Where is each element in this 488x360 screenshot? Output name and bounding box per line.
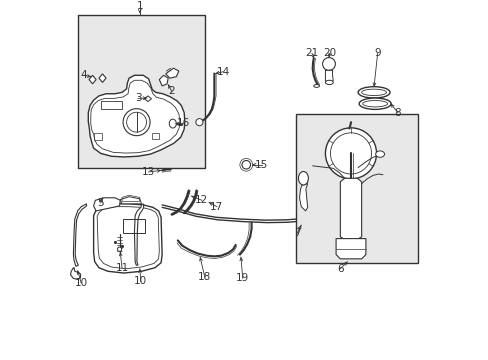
Ellipse shape: [325, 80, 332, 85]
Text: 13: 13: [142, 167, 155, 177]
Text: 2: 2: [168, 86, 175, 96]
Polygon shape: [159, 75, 168, 86]
Text: 6: 6: [336, 264, 343, 274]
Text: 3: 3: [134, 93, 141, 103]
Text: 17: 17: [210, 202, 223, 212]
Circle shape: [123, 109, 150, 136]
Polygon shape: [144, 96, 151, 102]
Text: 4: 4: [81, 70, 87, 80]
Text: 1: 1: [136, 1, 143, 11]
Text: 19: 19: [236, 273, 249, 283]
Polygon shape: [93, 198, 120, 211]
Polygon shape: [299, 184, 307, 211]
Polygon shape: [93, 204, 162, 273]
Polygon shape: [165, 68, 179, 78]
Text: 14: 14: [216, 67, 229, 77]
Text: 10: 10: [134, 276, 147, 286]
Circle shape: [117, 247, 122, 251]
Text: 12: 12: [195, 195, 208, 205]
Bar: [78, 15, 205, 168]
Polygon shape: [335, 239, 365, 259]
Ellipse shape: [357, 87, 389, 98]
Text: 11: 11: [115, 263, 128, 273]
Text: 7: 7: [293, 228, 300, 238]
Polygon shape: [99, 74, 106, 82]
Text: 5: 5: [97, 198, 104, 208]
Ellipse shape: [375, 151, 384, 157]
Circle shape: [242, 161, 250, 169]
Text: 20: 20: [323, 48, 336, 58]
Text: 8: 8: [394, 108, 400, 118]
Ellipse shape: [298, 171, 308, 185]
Text: 9: 9: [373, 48, 380, 58]
Ellipse shape: [358, 98, 390, 109]
Polygon shape: [88, 75, 184, 157]
Polygon shape: [70, 268, 81, 279]
Circle shape: [196, 118, 203, 126]
Circle shape: [325, 128, 376, 179]
Bar: [295, 114, 418, 264]
Polygon shape: [340, 178, 361, 239]
Polygon shape: [325, 70, 332, 83]
Text: 21: 21: [305, 48, 318, 58]
Polygon shape: [120, 197, 141, 204]
Ellipse shape: [313, 85, 319, 87]
Polygon shape: [73, 204, 86, 266]
Polygon shape: [89, 75, 96, 84]
Text: 10: 10: [75, 278, 87, 288]
Circle shape: [322, 58, 335, 70]
Ellipse shape: [169, 119, 176, 128]
Text: 16: 16: [177, 118, 190, 128]
Text: 18: 18: [198, 272, 211, 282]
Polygon shape: [134, 204, 143, 265]
Text: 15: 15: [254, 160, 267, 170]
